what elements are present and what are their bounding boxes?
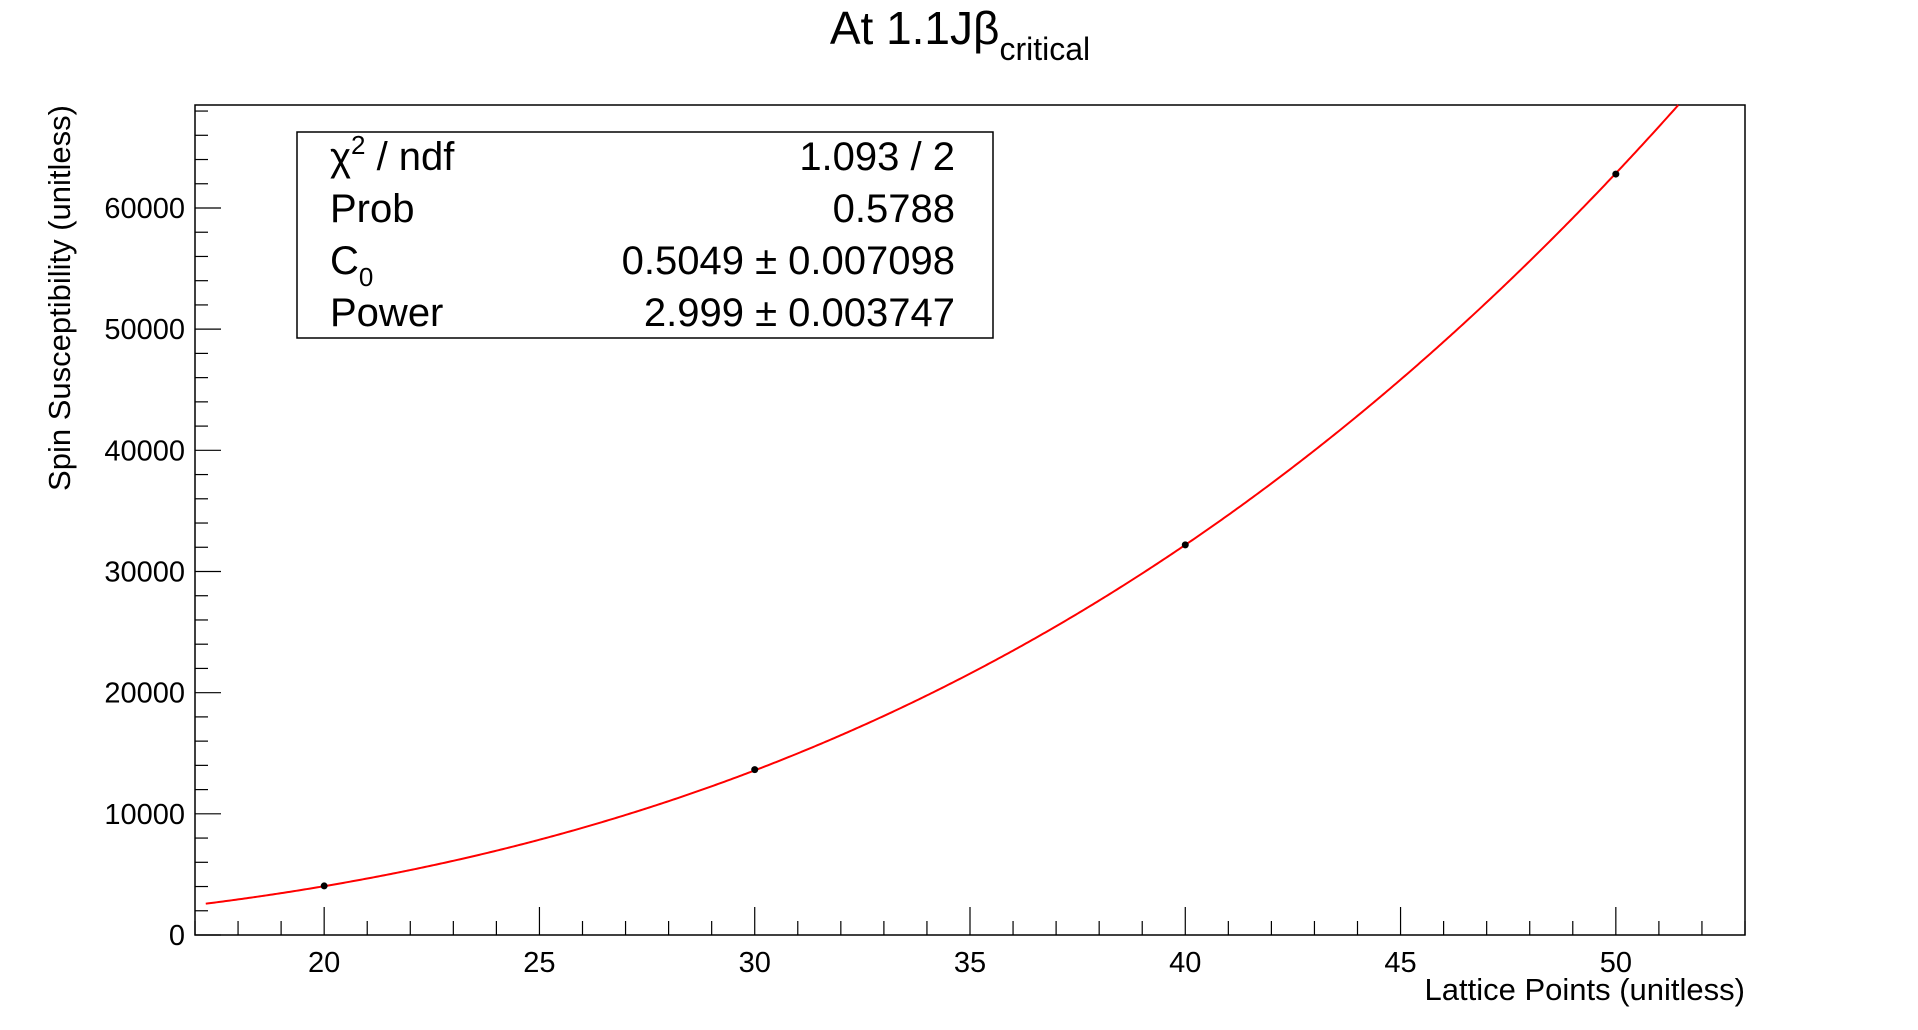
y-tick-label: 30000 [104,556,185,588]
stats-row-label: C0 [330,239,373,292]
stats-row-label: Power [330,291,443,335]
y-axis-label: Spin Susceptibility (unitless) [42,105,77,491]
y-tick-label: 20000 [104,678,185,710]
y-axis-ticks [195,110,221,936]
stats-row-value: 0.5049 ± 0.007098 [622,239,955,283]
y-tick-label: 60000 [104,193,185,225]
stats-box-frame [296,131,994,339]
x-axis-tick-labels: 20 25 30 35 40 45 50 [308,947,1632,979]
stats-row-value: 0.5788 [833,187,955,231]
x-tick-label: 40 [1169,947,1201,979]
chart-title: At 1.1Jβcritical [830,2,1090,67]
y-tick-label: 50000 [104,314,185,346]
fit-curve [205,104,1680,905]
chart-title-main: At 1.1Jβ [830,2,1000,54]
x-axis-ticks [194,907,1746,935]
y-axis-tick-labels: 0 10000 20000 30000 40000 50000 60000 [104,193,185,952]
x-tick-label: 35 [954,947,986,979]
x-tick-label: 45 [1384,947,1416,979]
stats-row-label: Prob [330,187,415,231]
x-tick-label: 50 [1600,947,1632,979]
data-point [751,766,759,774]
data-point [1612,170,1620,178]
y-tick-label: 10000 [104,799,185,831]
y-tick-label: 40000 [104,435,185,467]
data-point [320,882,328,890]
data-point [1181,541,1189,549]
stats-row-value: 1.093 / 2 [799,135,955,179]
chart-title-subscript: critical [999,31,1090,67]
data-points [320,170,1620,890]
x-tick-label: 25 [523,947,555,979]
y-tick-label: 0 [169,920,185,952]
x-tick-label: 20 [308,947,340,979]
stats-row-value: 2.999 ± 0.003747 [644,291,955,335]
stats-box: χ2 / ndf 1.093 / 2 Prob 0.5788 C0 0.5049 ± 0.… [296,130,994,339]
x-axis-label: Lattice Points (unitless) [1425,972,1745,1007]
stats-row-label: χ2 / ndf [330,130,455,179]
x-tick-label: 30 [739,947,771,979]
